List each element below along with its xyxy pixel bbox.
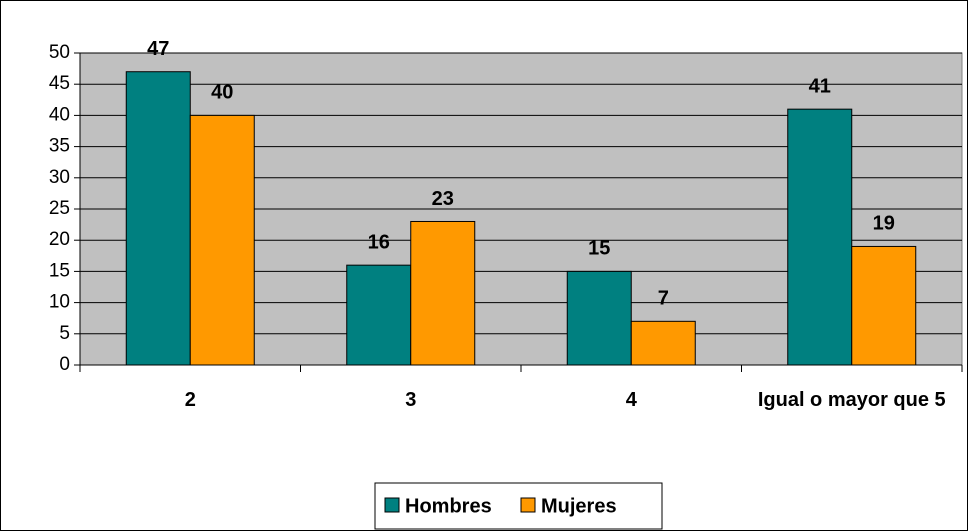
y-tick-label: 10 bbox=[49, 292, 70, 313]
y-tick-label: 30 bbox=[49, 167, 70, 188]
y-tick-label: 50 bbox=[49, 42, 70, 63]
y-tick-label: 40 bbox=[49, 104, 70, 125]
bar bbox=[566, 270, 632, 366]
y-tick-label: 15 bbox=[49, 260, 70, 281]
x-tick-label: 2 bbox=[184, 389, 196, 411]
bar bbox=[630, 320, 696, 366]
x-tick-label: 4 bbox=[625, 389, 637, 411]
y-tick-label: 25 bbox=[49, 198, 70, 219]
bar bbox=[125, 71, 191, 366]
legend-swatch bbox=[520, 497, 536, 513]
bar bbox=[410, 220, 476, 366]
bar bbox=[189, 114, 255, 366]
x-tick-label: 3 bbox=[405, 389, 417, 411]
legend-swatch bbox=[384, 497, 400, 513]
y-tick-label: 5 bbox=[59, 323, 70, 344]
y-tick-label: 35 bbox=[49, 136, 70, 157]
data-label: 16 bbox=[368, 231, 390, 253]
data-label: 7 bbox=[658, 288, 669, 310]
x-label-box: 2 bbox=[184, 389, 196, 411]
data-label: 15 bbox=[588, 238, 610, 260]
x-label-box: 3 bbox=[405, 389, 417, 411]
data-label: 40 bbox=[211, 82, 233, 104]
legend-box bbox=[374, 482, 663, 530]
x-label-box: 4 bbox=[625, 389, 637, 411]
data-label: 23 bbox=[432, 188, 454, 210]
legend-label: Hombres bbox=[405, 495, 492, 517]
y-tick-label: 20 bbox=[49, 229, 70, 250]
data-label: 41 bbox=[809, 75, 831, 97]
legend-label: Mujeres bbox=[541, 495, 617, 517]
data-label: 19 bbox=[873, 213, 895, 235]
y-tick-label: 45 bbox=[49, 73, 70, 94]
data-label: 47 bbox=[147, 38, 169, 60]
x-tick-label: Igual o mayor que 5 bbox=[757, 389, 946, 411]
bar bbox=[851, 245, 917, 366]
y-tick-label: 0 bbox=[59, 354, 70, 375]
bar bbox=[346, 264, 412, 366]
x-label-box: Igual o mayor que 5 bbox=[757, 389, 946, 411]
bar bbox=[787, 108, 853, 366]
